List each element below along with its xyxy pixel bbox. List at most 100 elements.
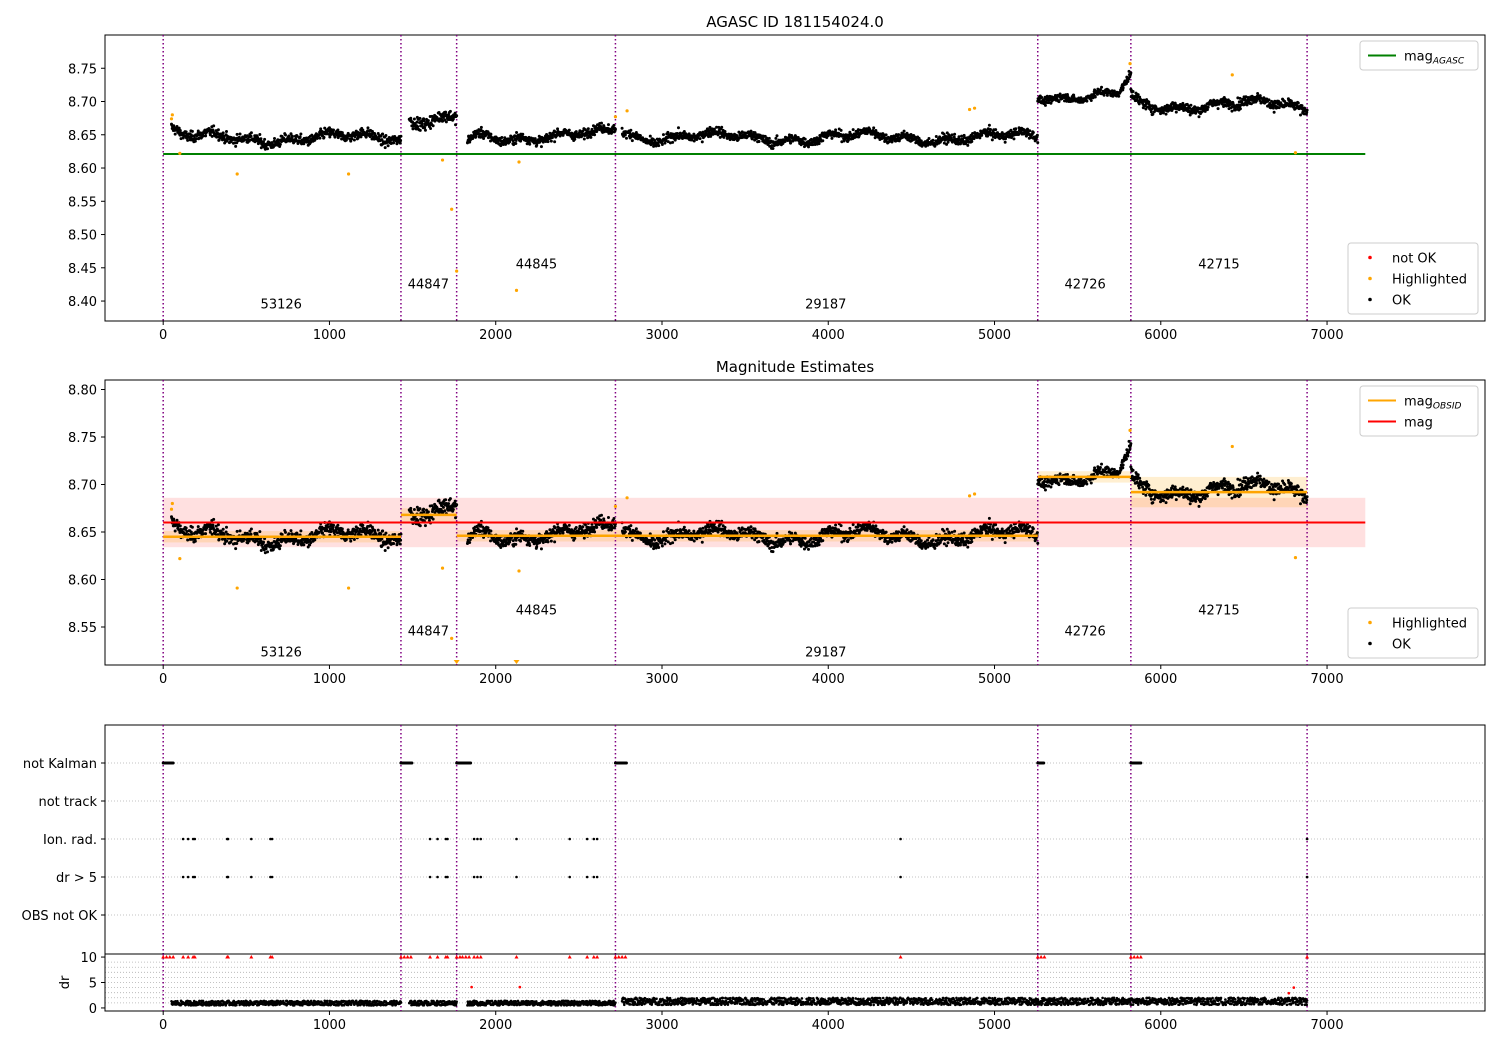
ok-point: [242, 537, 246, 541]
ok-point: [1040, 95, 1044, 99]
ok-point: [443, 509, 447, 513]
ok-point: [455, 114, 459, 118]
ok-point: [412, 507, 416, 511]
ok-point: [1299, 113, 1303, 117]
ok-point: [698, 137, 702, 141]
ok-point: [302, 543, 306, 547]
highlighted-point: [169, 117, 174, 121]
ok-point: [567, 523, 571, 527]
x-tick-label: 0: [159, 328, 167, 343]
ok-point: [623, 133, 627, 137]
ok-point: [448, 497, 452, 501]
ok-point: [620, 126, 624, 130]
panel-title: AGASC ID 181154024.0: [706, 13, 884, 31]
ok-point: [826, 531, 830, 535]
ok-point: [1300, 104, 1304, 108]
ok-point: [851, 128, 855, 132]
ok-point: [451, 508, 455, 512]
ok-point: [553, 130, 557, 134]
ok-point: [573, 137, 577, 141]
ok-point: [298, 135, 302, 139]
y-tick-label: 8.75: [68, 62, 97, 77]
legend-label: OK: [1392, 294, 1411, 309]
ok-point: [1093, 95, 1097, 99]
obsid-label: 29187: [805, 297, 846, 312]
ok-point: [771, 147, 775, 151]
legend-label-text: OK: [1392, 294, 1411, 309]
ok-point: [821, 539, 825, 543]
ok-point: [414, 127, 418, 131]
ok-point: [448, 109, 452, 113]
x-tick-label: 6000: [1144, 328, 1177, 343]
ok-point: [723, 130, 727, 134]
legend-label-text: mag: [1404, 50, 1433, 65]
ok-point: [262, 140, 266, 144]
ok-point: [323, 126, 327, 130]
ok-point: [606, 123, 610, 127]
ok-point: [960, 134, 964, 138]
ok-point: [663, 141, 667, 145]
ok-point: [602, 125, 606, 129]
ok-point: [441, 505, 445, 509]
ok-point: [950, 133, 954, 137]
ok-point: [418, 507, 422, 511]
ok-point: [234, 144, 238, 148]
ok-point: [478, 132, 482, 136]
ok-point: [418, 524, 422, 528]
ok-point: [700, 140, 704, 144]
ok-point: [1121, 86, 1125, 90]
ok-point: [278, 544, 282, 548]
highlighted-point: [178, 151, 182, 155]
ok-point: [386, 546, 390, 550]
ok-point: [851, 523, 855, 527]
ok-point: [418, 116, 422, 120]
ok-point: [380, 138, 384, 142]
ok-point: [629, 524, 633, 528]
ok-point: [666, 130, 670, 134]
ok-point: [774, 136, 778, 140]
ok-point: [221, 527, 225, 531]
ok-point: [287, 532, 291, 536]
ok-point: [175, 518, 179, 522]
ok-point: [519, 539, 523, 543]
ok-point: [422, 119, 426, 123]
legend-label-subscript: AGASC: [1432, 57, 1465, 67]
ok-point: [190, 134, 194, 138]
x-tick-label: 7000: [1311, 328, 1344, 343]
ok-point: [344, 538, 348, 542]
ok-point: [216, 523, 220, 527]
ok-point: [581, 525, 585, 529]
ok-point: [1057, 100, 1061, 104]
ok-point: [549, 139, 553, 143]
ok-point: [278, 142, 282, 146]
ok-point: [775, 134, 779, 138]
highlighted-point: [440, 158, 445, 162]
ok-point: [235, 529, 239, 533]
ok-point: [366, 126, 370, 130]
ok-point: [528, 544, 532, 548]
ok-point: [990, 138, 994, 142]
ok-point: [259, 137, 263, 141]
highlighted-point: [625, 109, 629, 113]
ok-point: [515, 527, 519, 531]
ok-point: [1003, 140, 1007, 144]
ok-point: [356, 526, 360, 530]
legend-label: not OK: [1392, 252, 1437, 267]
ok-point: [186, 138, 190, 142]
ok-point: [701, 526, 705, 530]
ok-point: [431, 517, 435, 521]
ok-point: [599, 518, 603, 522]
ok-point: [350, 137, 354, 141]
ok-point: [444, 110, 448, 114]
ok-point: [521, 132, 525, 136]
highlighted-point: [517, 160, 521, 164]
ok-point: [259, 549, 263, 553]
ok-point: [289, 529, 293, 533]
ok-point: [249, 527, 253, 531]
ok-point: [749, 129, 753, 133]
ok-point: [222, 532, 226, 536]
ok-point: [447, 502, 451, 506]
ok-point: [953, 132, 957, 136]
legend: magAGASC: [1359, 40, 1479, 71]
ok-point: [328, 135, 332, 139]
